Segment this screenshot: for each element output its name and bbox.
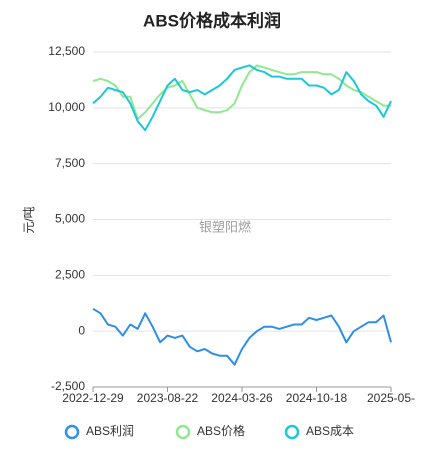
chart-title: ABS价格成本利润	[143, 10, 281, 30]
y-tick-label: 10,000	[48, 100, 85, 114]
watermark: 银塑阳燃	[199, 219, 251, 234]
x-tick-label: 2023-08-22	[137, 391, 199, 405]
y-tick-label: 12,500	[48, 44, 85, 58]
series-line	[92, 307, 392, 366]
y-axis-label: 元/吨	[22, 206, 36, 233]
legend-marker	[64, 424, 80, 440]
legend-marker	[284, 424, 300, 440]
x-tick-label: 2024-03-26	[211, 391, 273, 405]
x-tick-label: 2024-10-18	[286, 391, 348, 405]
series-line	[92, 64, 392, 132]
y-tick-label: 0	[78, 323, 85, 337]
legend-label: ABS成本	[306, 424, 354, 438]
x-tick-label: 2022-12-29	[62, 391, 124, 405]
legend-label: ABS价格	[197, 423, 245, 438]
y-tick-label: 7,500	[55, 156, 85, 170]
y-tick-label: -2,500	[51, 379, 85, 393]
y-tick-label: 5,000	[55, 212, 85, 226]
series-line	[92, 64, 391, 120]
legend-marker	[175, 424, 191, 440]
x-tick-label: 2025-05-	[367, 391, 415, 405]
y-tick-label: 2,500	[55, 268, 85, 282]
legend-label: ABS利润	[86, 424, 134, 438]
